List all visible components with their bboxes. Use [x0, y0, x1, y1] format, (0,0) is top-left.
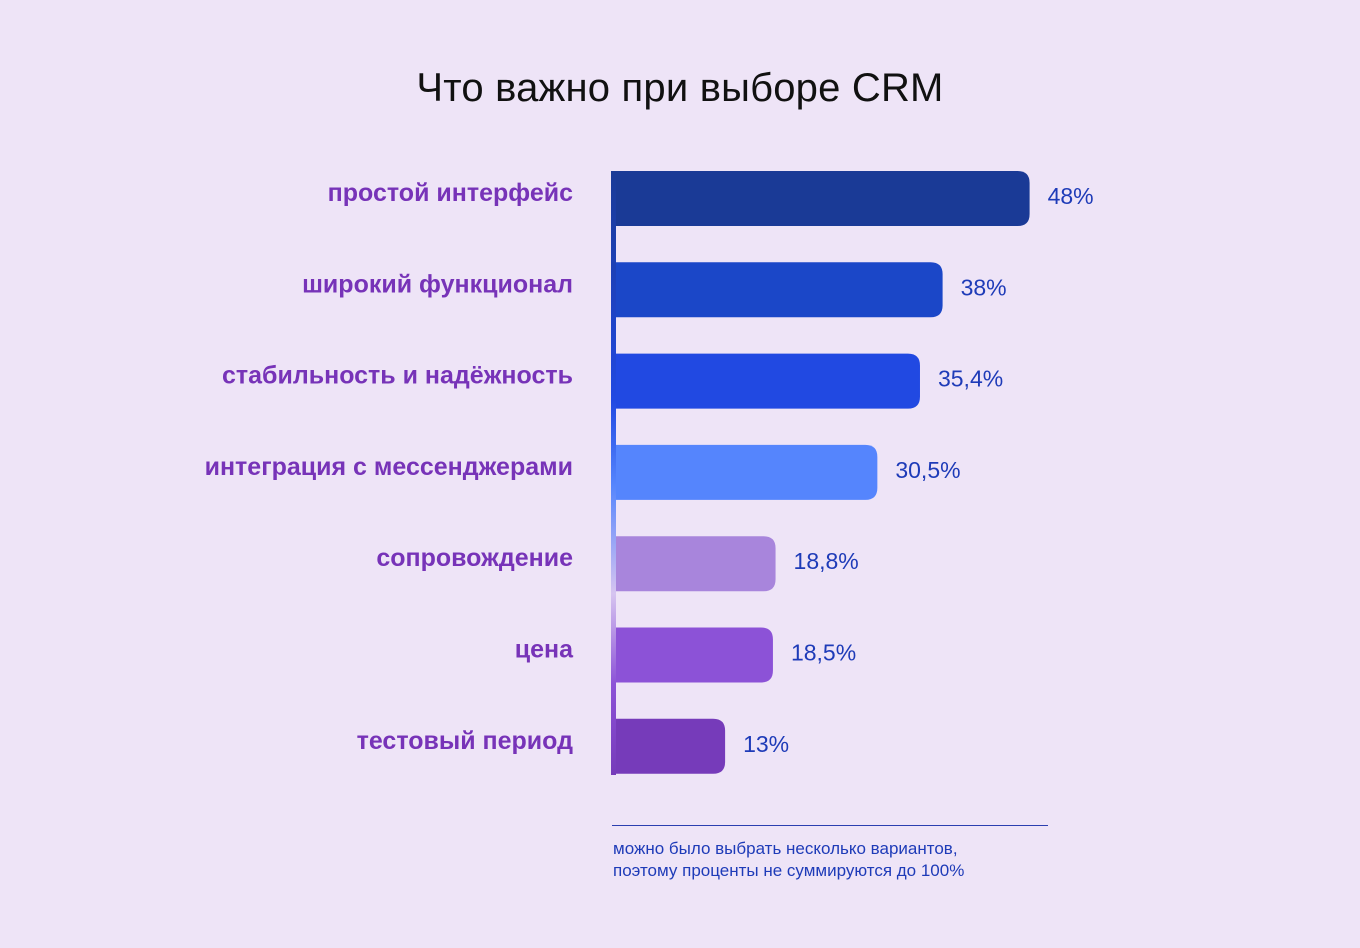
bar-1	[612, 171, 1030, 226]
category-label-4: интеграция с мессенджерами	[205, 453, 573, 481]
value-label-1: 48%	[1048, 183, 1094, 209]
labels-layer: простой интерфейс 48% широкий функционал 38…	[205, 179, 1094, 757]
y-axis-line	[611, 171, 616, 775]
bar-6	[612, 627, 773, 683]
footnote: можно было выбрать несколько вариантов, …	[613, 838, 1073, 882]
bars-layer	[612, 171, 1030, 774]
bar-4	[612, 444, 878, 500]
bar-7	[612, 718, 726, 774]
value-label-4: 30,5%	[895, 457, 960, 483]
value-label-6: 18,5%	[791, 640, 856, 666]
category-label-6: цена	[515, 636, 574, 664]
value-label-5: 18,8%	[794, 548, 859, 574]
category-label-5: сопровождение	[376, 544, 573, 572]
chart-title: Что важно при выборе CRM	[416, 66, 944, 110]
category-label-2: широкий функционал	[302, 270, 573, 298]
value-label-7: 13%	[743, 731, 789, 757]
category-label-1: простой интерфейс	[328, 179, 573, 207]
footnote-line-1: можно было выбрать несколько вариантов,	[613, 839, 958, 858]
category-label-3: стабильность и надёжность	[222, 362, 573, 390]
value-label-2: 38%	[961, 274, 1007, 300]
bar-2	[612, 262, 943, 318]
category-label-7: тестовый период	[357, 727, 574, 755]
bar-5	[612, 536, 776, 592]
footnote-line-2: поэтому проценты не суммируются до 100%	[613, 861, 965, 880]
value-label-3: 35,4%	[938, 366, 1003, 392]
footnote-divider	[612, 825, 1048, 826]
bar-3	[612, 353, 920, 409]
